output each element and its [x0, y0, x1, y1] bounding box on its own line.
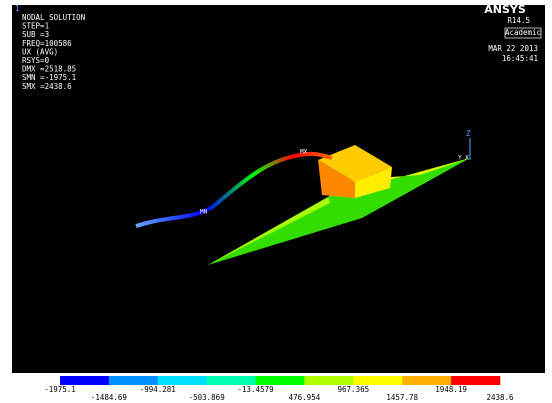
legend-label: -994.281: [140, 385, 176, 394]
info-line: STEP=1: [22, 22, 49, 31]
axis-z-label: Z: [466, 129, 471, 138]
legend-label: 2438.6: [486, 393, 514, 402]
info-line: SMX =2438.6: [22, 82, 72, 91]
viewport: [12, 5, 545, 373]
edition-box: [504, 27, 542, 39]
legend-swatch: [304, 376, 354, 385]
legend-label: -503.869: [189, 393, 225, 402]
legend-label: -1484.69: [91, 393, 127, 402]
info-line: SMN =-1975.1: [22, 73, 76, 82]
info-line: UX (AVG): [22, 47, 58, 56]
model: [135, 138, 471, 265]
legend-swatch: [255, 376, 305, 385]
min-label: MN: [200, 209, 208, 216]
legend-swatch: [402, 376, 452, 385]
info-line: FREQ=100586: [22, 39, 72, 48]
legend-label: -13.4579: [237, 385, 273, 394]
info-line: RSYS=0: [22, 56, 50, 65]
legend-label: 967.365: [338, 385, 370, 394]
info-line: SUB =3: [22, 30, 49, 39]
plate-edge: [208, 197, 330, 265]
legend-label: 1948.19: [435, 385, 467, 394]
plate: [208, 158, 470, 265]
legend-swatch: [206, 376, 256, 385]
block-left: [318, 160, 355, 198]
legend-swatch: [60, 376, 110, 385]
block-top: [318, 145, 392, 182]
info-line: DMX =2518.85: [22, 65, 76, 74]
legend-label: 476.954: [289, 393, 321, 402]
axis-yx-label: Y X: [458, 155, 469, 162]
legend-swatch: [353, 376, 403, 385]
info-line: NODAL SOLUTION: [22, 13, 85, 22]
legend-swatch: [451, 376, 501, 385]
beam: [135, 151, 333, 228]
legend-swatch: [108, 376, 159, 385]
legend-label: 1457.78: [386, 393, 418, 402]
legend-swatch: [157, 376, 207, 385]
legend-label: -1975.1: [44, 385, 76, 394]
brand-time: 16:45:41: [502, 54, 538, 63]
window-number: 1: [15, 4, 20, 13]
block-right: [355, 167, 392, 198]
brand-edition: Academic: [505, 28, 541, 37]
brand-release: R14.5: [507, 16, 530, 25]
brand-date: MAR 22 2013: [488, 44, 538, 53]
brand-name: ANSYS: [484, 3, 526, 16]
max-label: MX: [300, 149, 308, 156]
